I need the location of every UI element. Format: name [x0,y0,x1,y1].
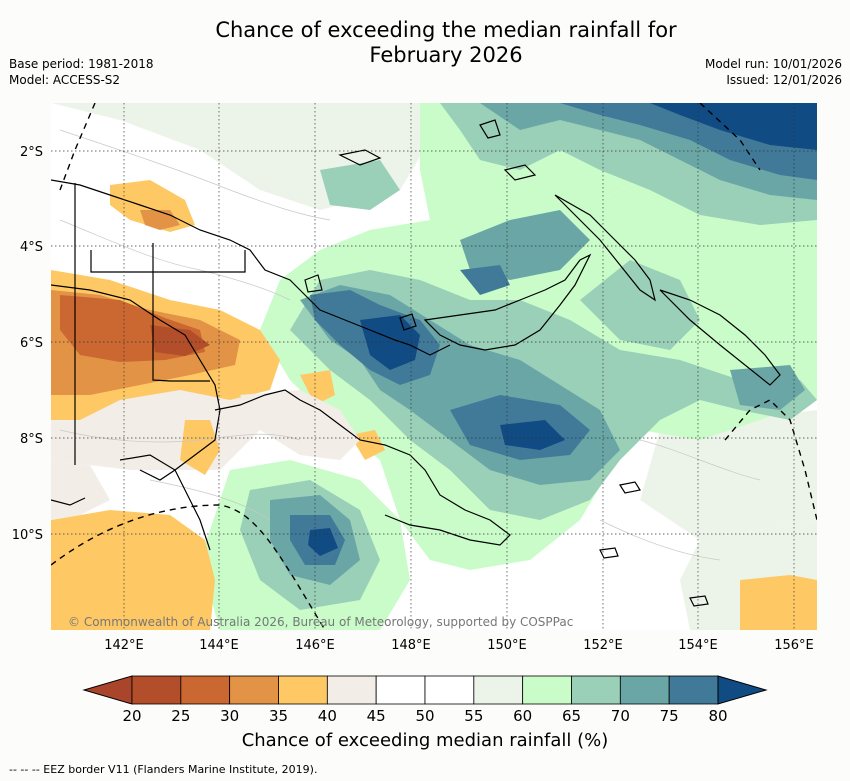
lat-label: 8°S [20,432,43,447]
colorbar-arrow-high [717,675,768,705]
colorbar-segment [668,675,719,705]
base-period: Base period: 1981-2018 [9,57,154,71]
lat-label: 4°S [20,240,43,255]
lat-label: 6°S [20,336,43,351]
issued-date: Issued: 12/01/2026 [726,73,842,87]
meta-right: Model run: 10/01/2026 Issued: 12/01/2026 [705,56,842,88]
coastlines [51,119,781,607]
colorbar-title: Chance of exceeding median rainfall (%) [241,730,609,751]
title-line-1: Chance of exceeding the median rainfall … [215,18,677,42]
meta-left: Base period: 1981-2018 Model: ACCESS-S2 [9,56,154,88]
colorbar-tick-label: 20 [122,707,141,725]
eez-footnote: -- -- -- EEZ border V11 (Flanders Marine… [9,763,318,776]
colorbar-tick-label: 70 [611,707,630,725]
lon-label: 144°E [199,638,239,653]
colorbar-tick-label: 35 [269,707,288,725]
colorbar-segment [180,675,231,705]
colorbar-tick-label: 55 [464,707,483,725]
map-frame [51,103,817,630]
contour-lines [59,129,761,561]
probability-field [51,103,817,630]
lat-label: 2°S [20,145,43,160]
lon-label: 156°E [774,638,814,653]
colorbar-tick-label: 50 [415,707,434,725]
colorbar-segment [278,675,328,705]
model-name: Model: ACCESS-S2 [9,73,121,87]
colorbar-ticks: 20 25 30 35 40 45 50 55 60 65 70 75 80 [122,707,727,725]
page-title: Chance of exceeding the median rainfall … [0,18,850,68]
colorbar-tick-label: 25 [171,707,190,725]
colorbar-tick-label: 45 [367,707,386,725]
copyright-text: © Commonwealth of Australia 2026, Bureau… [68,615,573,629]
lon-axis: 142°E 144°E 146°E 148°E 150°E 152°E 154°… [104,638,814,653]
colorbar-segment [473,675,524,705]
colorbar-segment [619,675,670,705]
colorbar [82,675,768,705]
model-run: Model run: 10/01/2026 [704,57,842,71]
lon-label: 146°E [295,638,335,653]
lon-label: 150°E [487,638,527,653]
eez-borders [51,103,817,630]
colorbar-segment [229,675,279,705]
lon-label: 154°E [678,638,718,653]
colorbar-tick-label: 40 [318,707,337,725]
colorbar-segment [375,675,426,705]
lat-label: 10°S [12,528,43,543]
colorbar-tick-label: 80 [708,707,727,725]
colorbar-tick-label: 75 [660,707,679,725]
lon-label: 152°E [583,638,623,653]
colorbar-segment [522,675,572,705]
colorbar-segment [571,675,621,705]
colorbar-segment [424,675,475,705]
lon-label: 148°E [391,638,431,653]
lon-label: 142°E [104,638,144,653]
colorbar-segment [131,675,182,705]
title-line-2: February 2026 [369,43,523,67]
colorbar-tick-label: 60 [513,707,532,725]
lat-axis: 2°S 4°S 6°S 8°S 10°S [12,145,43,543]
colorbar-arrow-low [82,675,133,705]
colorbar-segment [326,675,377,705]
colorbar-tick-label: 65 [562,707,581,725]
colorbar-tick-label: 30 [220,707,239,725]
